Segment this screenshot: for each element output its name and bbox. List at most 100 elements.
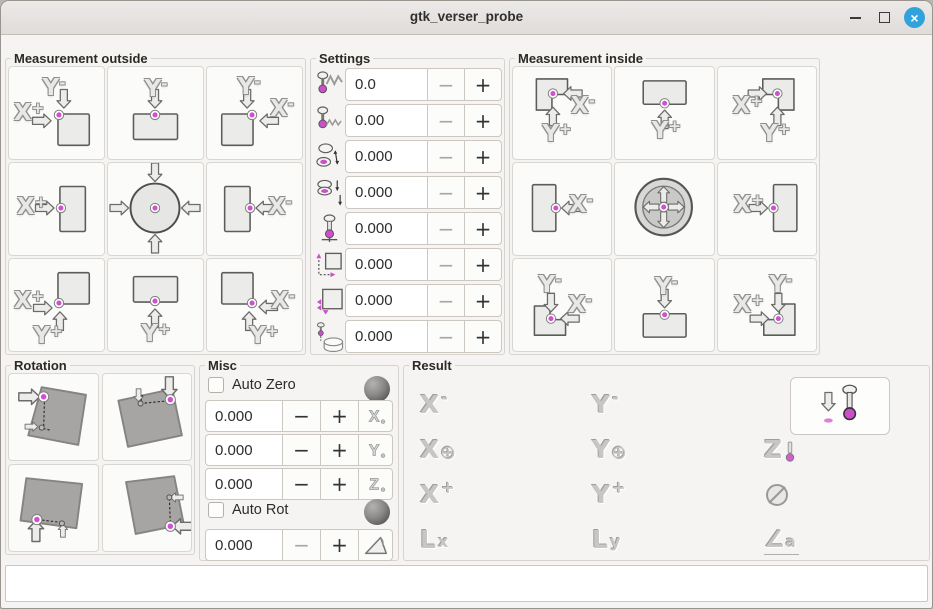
titlebar: gtk_verser_probe × [1,1,932,35]
minimize-button[interactable] [845,7,866,28]
measurement-outside-title: Measurement outside [11,50,151,67]
probe-inside-corner-xminus-yplus[interactable]: X- Y+ [512,66,613,160]
zero-z-button[interactable]: Z [359,468,393,500]
decrement-button[interactable]: − [428,248,465,281]
rotate-probe-left-edge[interactable] [8,373,99,461]
probe-inside-center[interactable] [614,162,715,256]
increment-button[interactable]: + [321,468,359,500]
probe-outside-edge-yminus[interactable]: Y- [107,66,204,160]
probe-fast-feed-icon [313,68,345,101]
zero-offset-entry[interactable]: 0.000 [205,434,283,466]
probe-outside-edge-xminus[interactable]: X- [206,162,303,256]
set-angle-button[interactable] [359,529,393,561]
settings-value-entry[interactable]: 0.000 [345,248,428,281]
zero-y-button[interactable]: Y [359,434,393,466]
settings-value-entry[interactable]: 0.000 [345,176,428,209]
probe-outside-edge-yplus[interactable]: Y+ [107,258,204,352]
rotate-probe-bottom-edge[interactable] [8,464,99,552]
decrement-button[interactable]: − [283,400,321,432]
probe-diagram-icon [32,271,91,332]
settings-value-entry[interactable]: 0.00 [345,104,428,137]
message-log[interactable] [5,565,928,602]
settings-value-entry[interactable]: 0.000 [345,284,428,317]
measurement-outside-grid: Y- X+ Y- Y- X- X+ X- X+ Y+ Y+ X- Y+ [6,59,305,354]
increment-button[interactable]: + [465,248,502,281]
misc-axis-row: 0.000− + Z [205,468,393,500]
probe-length-icon [313,212,345,245]
increment-button[interactable]: + [465,68,502,101]
auto-zero-checkbox[interactable] [208,377,224,393]
increment-button[interactable]: + [465,140,502,173]
probe-outside-corner-xminus-yplus[interactable]: X- Y+ [206,258,303,352]
increment-button[interactable]: + [465,284,502,317]
decrement-button[interactable]: − [428,176,465,209]
settings-value-entry[interactable]: 0.000 [345,212,428,245]
probe-diagram-icon [634,177,694,237]
auto-rot-checkbox[interactable] [208,502,224,518]
zero-x-button[interactable]: X [359,400,393,432]
result-diameter [764,482,932,508]
probe-inside-edge-xminus[interactable]: X- [512,162,613,256]
rotate-probe-right-edge[interactable] [101,464,192,552]
settings-value-entry[interactable]: 0.000 [345,140,428,173]
probe-inside-corner-xplus-yplus[interactable]: X+ Y+ [716,66,817,160]
zero-offset-entry[interactable]: 0.000 [205,400,283,432]
probe-outside-corner-yminus-xminus[interactable]: Y- X- [206,66,303,160]
probe-z-down-button[interactable] [790,377,890,435]
decrement-button[interactable]: − [428,68,465,101]
increment-button[interactable]: + [465,320,502,353]
settings-value-entry[interactable]: 0.000 [345,320,428,353]
decrement-button[interactable]: − [283,434,321,466]
increment-button[interactable]: + [465,212,502,245]
settings-row: 0.000− + [313,284,502,317]
rotate-probe-top-edge[interactable] [101,373,192,461]
decrement-button[interactable]: − [428,140,465,173]
probe-diagram-icon [747,78,795,127]
probe-diagram-icon [223,185,276,233]
maximize-button[interactable] [874,7,895,28]
decrement-button[interactable]: − [428,212,465,245]
increment-button[interactable]: + [321,400,359,432]
zero-offset-entry[interactable]: 0.000 [205,468,283,500]
auto-zero-row: Auto Zero [208,377,296,393]
probe-outside-edge-xplus[interactable]: X+ [8,162,105,256]
decrement-button[interactable]: − [283,529,321,561]
increment-button[interactable]: + [321,529,359,561]
auto-rot-label: Auto Rot [232,502,289,518]
rotation-title: Rotation [11,357,70,374]
auto-zero-label: Auto Zero [232,377,296,393]
minimize-icon [850,16,861,19]
probe-diagram-icon [220,88,280,147]
settings-row: 0.0− + [313,68,502,101]
probe-diagram-icon [748,183,798,233]
decrement-button[interactable]: − [428,320,465,353]
decrement-button[interactable]: − [283,468,321,500]
probe-inside-edge-yminus[interactable]: Y- [614,258,715,352]
probe-diagram-icon [749,292,796,336]
diameter-icon [764,482,790,508]
probe-outside-corner-yminus-xplus[interactable]: Y- X+ [8,66,105,160]
settings-value-entry[interactable]: 0.0 [345,68,428,101]
maximize-icon [879,12,890,23]
result-z: Z [764,435,932,464]
probe-outside-center[interactable] [107,162,204,256]
settings-row: 0.000− + [313,176,502,209]
rotation-angle-entry[interactable]: 0.000 [205,529,283,561]
increment-button[interactable]: + [465,176,502,209]
result-x-minus: X- [420,388,448,419]
settings-row: 0.000− + [313,248,502,281]
increment-button[interactable]: + [321,434,359,466]
xy-clearance-icon [313,140,345,173]
increment-button[interactable]: + [465,104,502,137]
probe-diagram-icon [642,288,688,338]
probe-outside-corner-xplus-yplus[interactable]: X+ Y+ [8,258,105,352]
decrement-button[interactable]: − [428,284,465,317]
settings-row: 0.000− + [313,320,502,353]
close-button[interactable]: × [904,7,925,28]
probe-inside-edge-yplus[interactable]: Y+ [614,66,715,160]
probe-inside-corner-yminus-xplus[interactable]: Y- X+ [716,258,817,352]
probe-inside-edge-xplus[interactable]: X+ [716,162,817,256]
probe-inside-corner-yminus-xminus[interactable]: Y- X- [512,258,613,352]
decrement-button[interactable]: − [428,104,465,137]
